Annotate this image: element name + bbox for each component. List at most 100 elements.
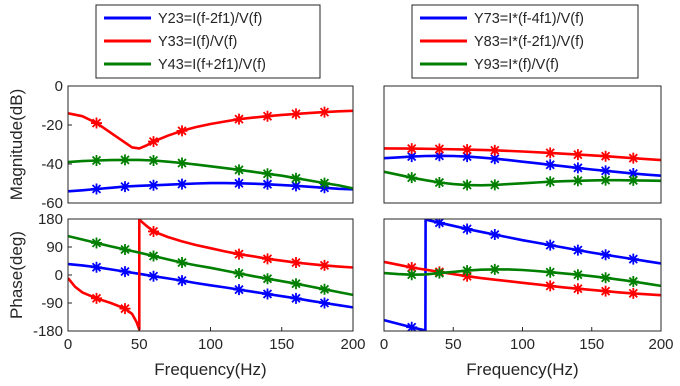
series-marker-red (148, 136, 159, 148)
series-marker-green (489, 263, 501, 275)
x-tick-label: 100 (198, 336, 223, 353)
series-line-green (384, 268, 661, 288)
series-line-blue (384, 154, 661, 177)
series-marker-green (461, 179, 473, 191)
series-marker-green (91, 154, 102, 166)
series-line-green (68, 234, 353, 297)
series-marker-blue (544, 239, 556, 251)
legend-entry-label: Y93=I*(f)/V(f) (474, 57, 559, 73)
x-tick-label: 0 (380, 336, 388, 353)
series-marker-green (148, 250, 159, 262)
series-marker-green (91, 237, 102, 249)
series-marker-blue (91, 261, 102, 273)
axes-frame (383, 85, 662, 204)
series-group (68, 106, 353, 195)
series-marker-green (627, 174, 639, 186)
series-marker-blue (406, 321, 418, 331)
series-marker-red (572, 283, 584, 295)
series-marker-blue (262, 178, 273, 190)
series-marker-green (627, 276, 639, 288)
series-marker-blue (600, 249, 612, 261)
series-marker-red (489, 144, 501, 156)
x-tick-label: 0 (64, 336, 72, 353)
series-marker-blue (176, 178, 188, 190)
series-marker-red (572, 149, 584, 161)
series-marker-red (290, 257, 302, 269)
series-marker-green (176, 157, 188, 169)
series-line-red (384, 147, 661, 162)
series-marker-blue (461, 151, 473, 163)
legend-right: Y73=I*(f-4f1)/V(f) Y83=I*(f-2f1)/V(f) Y93=… (411, 4, 639, 79)
series-marker-blue (489, 229, 501, 241)
series-marker-blue (433, 219, 445, 229)
series-marker-red (600, 285, 612, 297)
series-marker-green (406, 269, 418, 281)
plot-area (68, 219, 353, 331)
series-marker-green (119, 243, 131, 255)
series-marker-blue (572, 162, 584, 174)
y-tick-label: 0 (55, 267, 63, 284)
series-line-red (384, 260, 661, 297)
series-marker-red (544, 147, 556, 159)
series-group (68, 219, 353, 331)
series-marker-green (233, 267, 245, 279)
y-tick-label: 0 (55, 78, 63, 95)
series-marker-blue (148, 270, 159, 282)
series-marker-red (233, 248, 245, 260)
series-marker-green (148, 154, 159, 166)
series-marker-red (461, 144, 473, 156)
series-marker-blue (290, 180, 302, 192)
series-marker-blue (319, 297, 330, 309)
x-tick-label: 100 (510, 336, 535, 353)
series-marker-red (433, 143, 445, 155)
series-marker-blue (627, 168, 639, 180)
series-line-green (384, 170, 661, 187)
series-marker-red (290, 108, 302, 120)
series-line-blue (68, 262, 353, 309)
panel-mag-right (383, 85, 662, 204)
series-marker-blue (600, 165, 612, 177)
y-tick-label: -40 (41, 156, 63, 173)
series-marker-green (433, 177, 445, 189)
series-marker-red (461, 270, 473, 282)
series-marker-red (600, 150, 612, 162)
series-marker-green (600, 272, 612, 284)
series-marker-blue (262, 288, 273, 300)
series-marker-blue (233, 177, 245, 189)
series-marker-blue (433, 150, 445, 162)
series-marker-blue (119, 181, 131, 193)
series-marker-red (627, 152, 639, 164)
panel-phase-left: 0 50 100 150 200 180 90 0 -90 -180 Phase(deg) Frequ… (7, 211, 366, 379)
series-marker-green (433, 267, 445, 279)
series-marker-green (319, 177, 330, 189)
x-axis-label: Frequency(Hz) (154, 360, 266, 379)
y-tick-label: 90 (46, 239, 63, 256)
axes-frame (67, 85, 354, 204)
series-marker-green (544, 266, 556, 278)
series-marker-blue (461, 223, 473, 235)
series-marker-blue (91, 183, 102, 195)
series-line-blue (68, 181, 353, 193)
series-marker-red (262, 253, 273, 265)
series-marker-red (148, 225, 159, 237)
panel-mag-left: 0 -20 -40 -60 Magnitude(dB) (7, 78, 354, 212)
y-axis-label: Magnitude(dB) (7, 89, 26, 201)
y-tick-label: -90 (41, 295, 63, 312)
y-tick-label: -180 (33, 323, 63, 340)
panel-phase-right: 0 50 100 150 200 Frequency(Hz) (380, 218, 674, 379)
series-marker-red (544, 280, 556, 292)
series-marker-red (319, 106, 330, 118)
legend-entry-label: Y43=I(f+2f1)/V(f) (158, 57, 266, 73)
x-tick-label: 150 (269, 336, 294, 353)
series-marker-blue (406, 151, 418, 163)
series-marker-green (233, 164, 245, 176)
series-marker-red (627, 287, 639, 299)
series-marker-red (262, 110, 273, 122)
series-marker-green (319, 283, 330, 295)
series-marker-red (406, 143, 418, 155)
series-marker-red (233, 113, 245, 125)
series-marker-blue (176, 275, 188, 287)
x-tick-label: 50 (445, 336, 462, 353)
series-marker-blue (290, 292, 302, 304)
